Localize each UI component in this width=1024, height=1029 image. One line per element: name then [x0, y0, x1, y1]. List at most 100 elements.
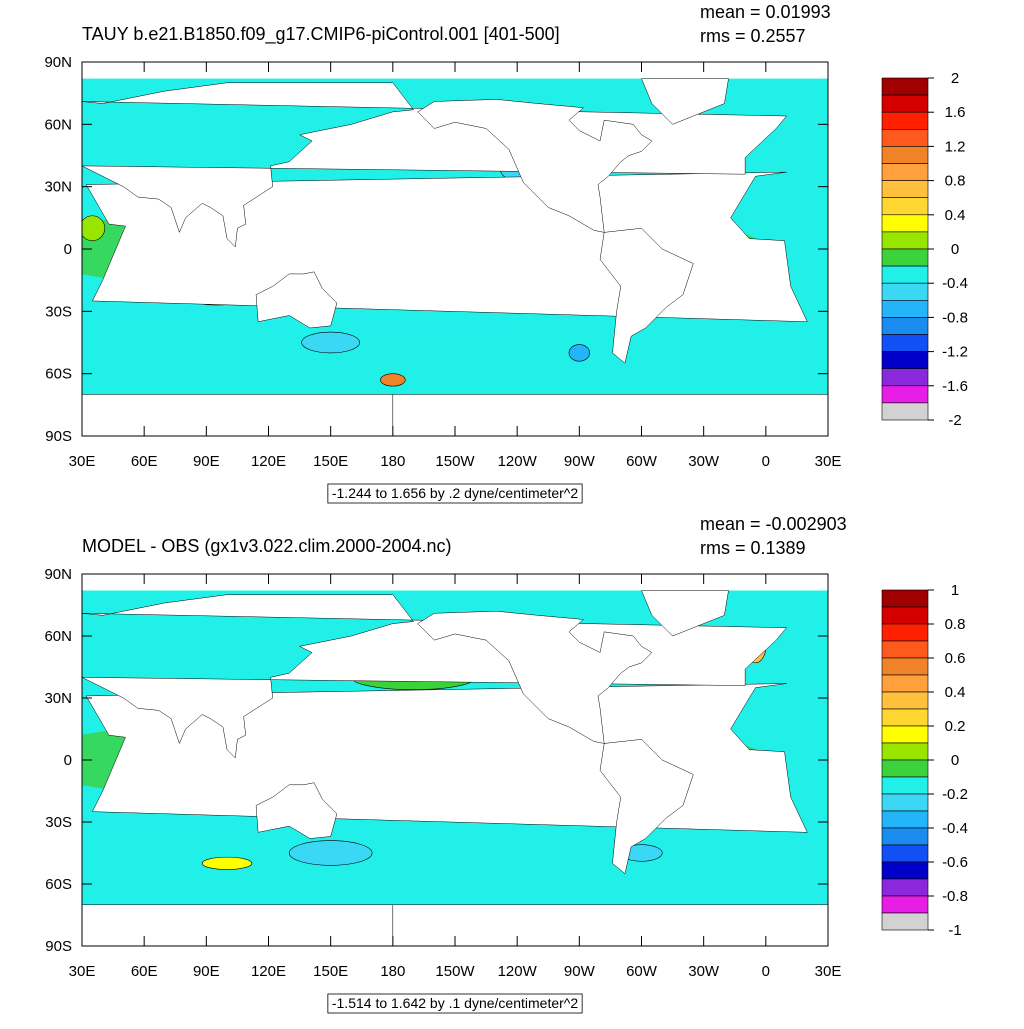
- map-title: TAUY b.e21.B1850.f09_g17.CMIP6-piControl…: [82, 24, 560, 45]
- colorbar-box: [881, 912, 929, 931]
- colorbar-box: [881, 111, 929, 130]
- lat-tick-label: 0: [64, 752, 72, 769]
- field-blob: [82, 215, 106, 241]
- colorbar-label: 0.8: [945, 173, 966, 190]
- colorbar-label: -0.8: [942, 888, 968, 905]
- lon-tick-label: 90W: [564, 963, 596, 980]
- lon-tick-label: 180: [380, 453, 405, 470]
- map-field: [0, 78, 828, 436]
- lon-tick-label: 90E: [193, 963, 220, 980]
- colorbar-label: -0.4: [942, 820, 968, 837]
- land: [641, 590, 729, 637]
- colorbar-label: -0.8: [942, 309, 968, 326]
- lat-tick-label: 30S: [45, 303, 72, 320]
- land: [82, 904, 394, 946]
- lon-tick-label: 60E: [131, 963, 158, 980]
- colorbar-box: [881, 94, 929, 113]
- lon-tick-label: 150W: [435, 453, 475, 470]
- lon-tick-label: 0: [762, 963, 770, 980]
- colorbar-box: [881, 725, 929, 744]
- colorbar-label: -0.4: [942, 275, 968, 292]
- colorbar-label: 0.4: [945, 207, 966, 224]
- land: [255, 782, 338, 839]
- colorbar-box: [881, 810, 929, 829]
- colorbar-box: [881, 197, 929, 216]
- colorbar-box: [881, 163, 929, 181]
- lon-tick-label: 150W: [435, 963, 475, 980]
- land: [1002, 783, 1024, 839]
- land: [0, 83, 41, 247]
- field-blob: [45, 584, 78, 596]
- colorbar-label: 0.8: [945, 616, 966, 633]
- colorbar-label: -1.6: [942, 378, 968, 395]
- colorbar-label: -1.2: [942, 344, 968, 361]
- colorbar-box: [881, 895, 929, 914]
- lon-tick-label: 60W: [626, 453, 658, 470]
- colorbar-box: [881, 180, 929, 199]
- land: [392, 394, 828, 436]
- colorbar-label: -2: [948, 412, 961, 429]
- lat-tick-label: 30N: [44, 690, 72, 707]
- colorbar-box: [881, 77, 929, 96]
- land: [599, 739, 694, 875]
- lon-tick-label: 120E: [251, 963, 286, 980]
- colorbar-box: [881, 402, 929, 421]
- lat-tick-label: 90N: [44, 566, 72, 583]
- colorbar-label: 0.4: [945, 684, 966, 701]
- colorbar-label: 1.2: [945, 138, 966, 155]
- land: [417, 610, 653, 744]
- colorbar-label: -0.6: [942, 854, 968, 871]
- lon-tick-label: 0: [762, 453, 770, 470]
- colorbar-label: 1.6: [945, 104, 966, 121]
- lat-tick-label: 60S: [45, 876, 72, 893]
- colorbar-box: [881, 231, 929, 250]
- lon-tick-label: 60W: [626, 963, 658, 980]
- field-blob: [380, 373, 406, 387]
- colorbar-label: 0.2: [945, 718, 966, 735]
- colorbar-box: [881, 368, 929, 387]
- lon-tick-label: 30W: [688, 453, 720, 470]
- colorbar-label: 0: [951, 752, 959, 769]
- colorbar-box: [881, 861, 929, 880]
- lon-tick-label: 90E: [193, 453, 220, 470]
- colorbar-box: [881, 657, 929, 676]
- info-box: [327, 483, 583, 504]
- map-title: MODEL - OBS (gx1v3.022.clim.2000-2004.nc…: [82, 536, 452, 556]
- lon-tick-label: 60E: [131, 453, 158, 470]
- colorbar-label: 0: [951, 241, 959, 258]
- colorbar-box: [881, 282, 929, 301]
- mean-label: mean = 0.01993: [700, 2, 831, 22]
- colorbar-box: [881, 146, 929, 164]
- colorbar-box: [881, 878, 929, 897]
- field-blob: [568, 344, 590, 362]
- info-box: [327, 993, 583, 1014]
- colorbar-box: [881, 759, 929, 778]
- colorbar-label: 2: [951, 70, 959, 87]
- lon-tick-label: 150E: [313, 453, 348, 470]
- field-blob: [288, 840, 373, 866]
- lat-tick-label: 60N: [44, 116, 72, 133]
- lat-tick-label: 60S: [45, 366, 72, 383]
- colorbar-box: [881, 742, 929, 761]
- lon-tick-label: 120W: [498, 453, 538, 470]
- colorbar-label: 0.6: [945, 650, 966, 667]
- rms-label: rms = 0.2557: [700, 26, 806, 46]
- lat-tick-label: 0: [64, 241, 72, 258]
- colorbar-box: [881, 827, 929, 846]
- colorbar-box: [881, 674, 929, 693]
- lon-tick-label: 120E: [251, 453, 286, 470]
- field-blob: [201, 856, 253, 870]
- colorbar-box: [881, 351, 929, 370]
- colorbar-box: [881, 589, 929, 608]
- land: [392, 904, 828, 946]
- rms-label: rms = 0.1389: [700, 538, 806, 558]
- colorbar-box: [881, 691, 929, 710]
- colorbar-box: [881, 214, 929, 233]
- lon-tick-label: 30E: [69, 453, 96, 470]
- colorbar-label: -0.2: [942, 786, 968, 803]
- lon-tick-label: 150E: [313, 963, 348, 980]
- colorbar-box: [881, 776, 929, 795]
- colorbar-box: [881, 299, 929, 318]
- colorbar-box: [881, 129, 929, 147]
